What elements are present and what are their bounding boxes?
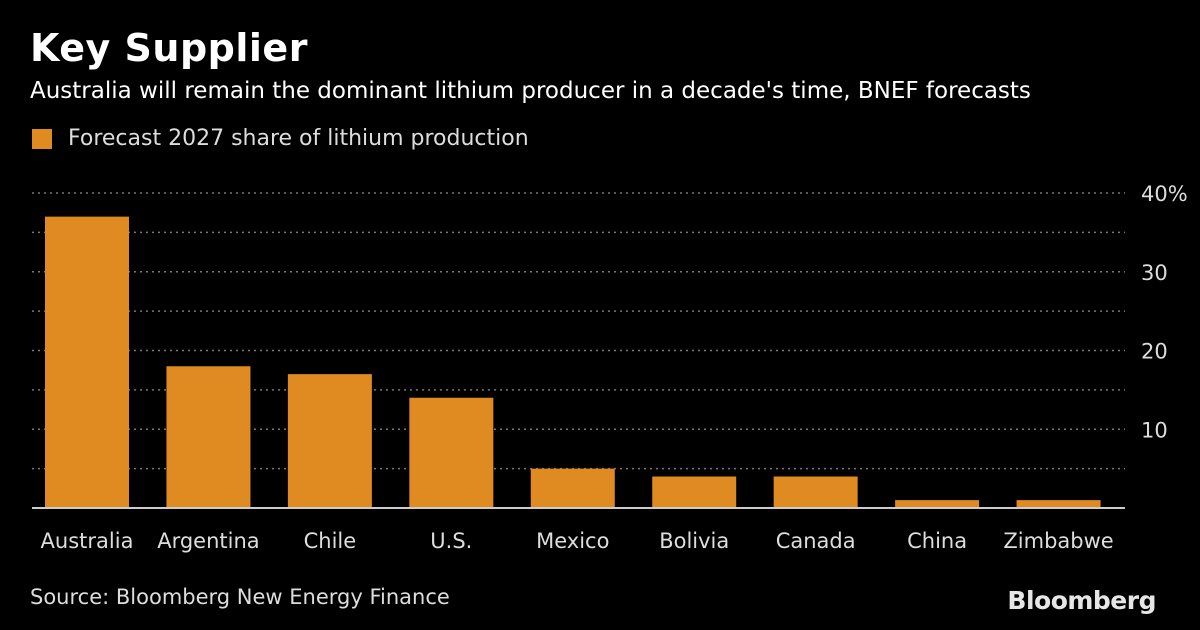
bar xyxy=(166,366,251,508)
x-tick-label: Chile xyxy=(304,529,357,553)
bar xyxy=(287,374,372,508)
legend: Forecast 2027 share of lithium productio… xyxy=(32,126,529,151)
y-tick-label: 30 xyxy=(1141,261,1168,285)
bloomberg-logo: Bloomberg xyxy=(1007,586,1156,615)
bar xyxy=(773,476,858,508)
bar xyxy=(45,216,129,508)
x-tick-label: Canada xyxy=(776,529,856,553)
chart-subtitle: Australia will remain the dominant lithi… xyxy=(30,78,1031,104)
x-tick-label: Mexico xyxy=(536,529,609,553)
legend-label: Forecast 2027 share of lithium productio… xyxy=(68,126,529,151)
bar xyxy=(652,476,737,508)
x-tick-label: Argentina xyxy=(157,529,259,553)
chart-title: Key Supplier xyxy=(30,26,308,70)
legend-swatch xyxy=(32,128,52,149)
source-note: Source: Bloomberg New Energy Finance xyxy=(30,585,450,609)
y-tick-label: 10 xyxy=(1141,418,1168,442)
x-tick-label: Australia xyxy=(41,529,134,553)
bar xyxy=(1016,500,1101,508)
x-tick-label: U.S. xyxy=(430,529,472,553)
y-tick-label: 40% xyxy=(1141,182,1188,206)
bar xyxy=(530,468,615,508)
bar xyxy=(895,500,980,508)
y-tick-label: 20 xyxy=(1141,340,1168,364)
bar xyxy=(409,397,494,508)
x-tick-label: Zimbabwe xyxy=(1003,529,1113,553)
x-tick-label: Bolivia xyxy=(659,529,729,553)
x-tick-label: China xyxy=(907,529,967,553)
